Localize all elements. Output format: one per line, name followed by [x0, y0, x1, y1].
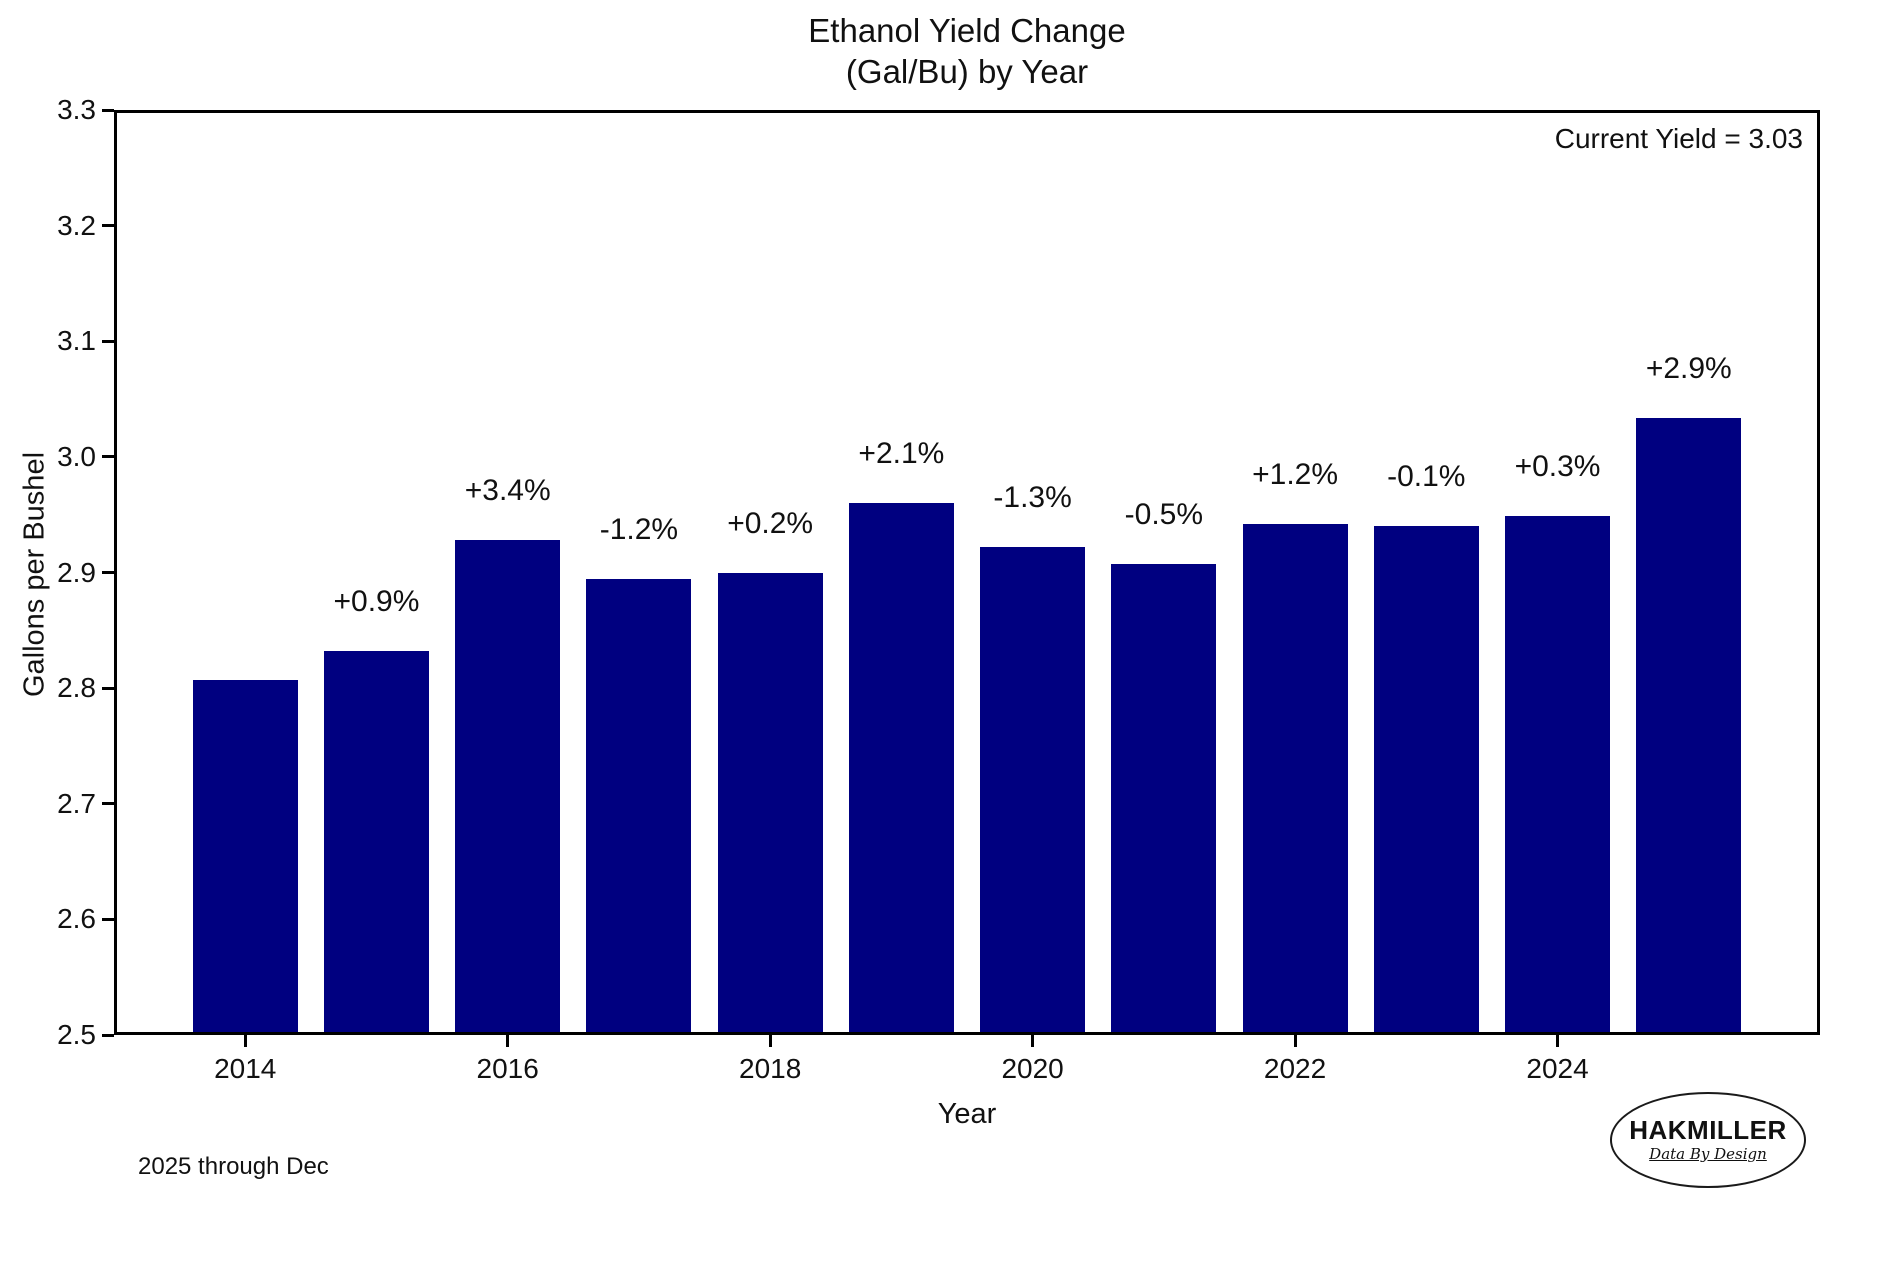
- x-tick-mark: [1293, 1035, 1297, 1047]
- x-tick-mark: [768, 1035, 772, 1047]
- bar: [848, 503, 954, 1032]
- y-tick-mark: [102, 455, 114, 459]
- bar-label: -1.2%: [599, 513, 679, 547]
- bar-label: -1.3%: [993, 481, 1072, 515]
- x-tick-mark: [1031, 1035, 1035, 1047]
- bar: [980, 547, 1086, 1032]
- y-tick-mark: [102, 686, 114, 690]
- y-axis-title: Gallons per Bushel: [18, 451, 51, 698]
- bar-label: -0.1%: [1387, 460, 1466, 494]
- bar-label: +0.2%: [727, 506, 814, 540]
- y-tick-label: 3.0: [57, 440, 96, 472]
- logo-tagline: Data By Design: [1649, 1144, 1767, 1163]
- x-tick-label: 2024: [1526, 1053, 1589, 1084]
- x-tick-mark: [506, 1035, 510, 1047]
- y-tick-label: 2.5: [57, 1019, 96, 1050]
- bar: [1111, 564, 1217, 1032]
- bar-label: +3.4%: [464, 474, 551, 508]
- y-tick-label: 2.7: [57, 787, 96, 819]
- bar-label: +1.2%: [1252, 457, 1339, 491]
- y-tick-label: 2.6: [57, 903, 96, 935]
- x-tick-label: 2016: [476, 1053, 539, 1084]
- y-tick-mark: [102, 1033, 114, 1037]
- y-tick-label: 3.2: [57, 209, 96, 241]
- bar-label: +0.9%: [333, 585, 420, 619]
- bar-label: -0.5%: [1124, 498, 1204, 532]
- x-tick-label: 2014: [214, 1053, 277, 1084]
- chart-title-line1: Ethanol Yield Change: [808, 12, 1126, 49]
- y-tick-mark: [102, 571, 114, 574]
- x-tick-label: 2022: [1263, 1053, 1327, 1084]
- bar: [192, 680, 298, 1032]
- bar: [586, 579, 692, 1032]
- y-tick-label: 3.1: [57, 325, 96, 357]
- y-tick-mark: [102, 917, 114, 921]
- logo-name: HAKMILLER: [1629, 1115, 1787, 1146]
- bar: [323, 651, 429, 1032]
- bar: [1373, 526, 1479, 1032]
- y-tick-label: 2.9: [57, 556, 96, 588]
- chart-title-line2: (Gal/Bu) by Year: [845, 53, 1089, 91]
- y-tick-mark: [102, 108, 114, 112]
- hakmiller-logo: HAKMILLER Data By Design: [1610, 1092, 1806, 1188]
- current-yield-annotation: Current Yield = 3.03: [1554, 123, 1803, 154]
- bar: [717, 572, 823, 1032]
- y-tick-label: 3.3: [57, 94, 96, 125]
- chart-title: Ethanol Yield Change (Gal/Bu) by Year: [114, 10, 1820, 93]
- x-tick-label: 2018: [738, 1053, 802, 1084]
- footnote-text: 2025 through Dec: [138, 1153, 329, 1180]
- bar: [1636, 417, 1742, 1032]
- bar-label: +0.3%: [1514, 449, 1601, 483]
- y-tick-mark: [102, 802, 114, 806]
- y-tick-label: 2.8: [57, 672, 96, 704]
- x-axis-title: Year: [937, 1098, 997, 1130]
- bar: [1505, 515, 1611, 1032]
- bar-label: +2.9%: [1645, 351, 1732, 385]
- bar-label: +2.1%: [858, 437, 945, 471]
- x-tick-label: 2020: [1001, 1053, 1064, 1084]
- x-tick-mark: [1556, 1035, 1560, 1047]
- x-tick-mark: [243, 1035, 247, 1047]
- y-tick-mark: [102, 339, 114, 343]
- bar: [1242, 523, 1348, 1032]
- y-tick-mark: [102, 224, 114, 228]
- bar: [455, 540, 561, 1032]
